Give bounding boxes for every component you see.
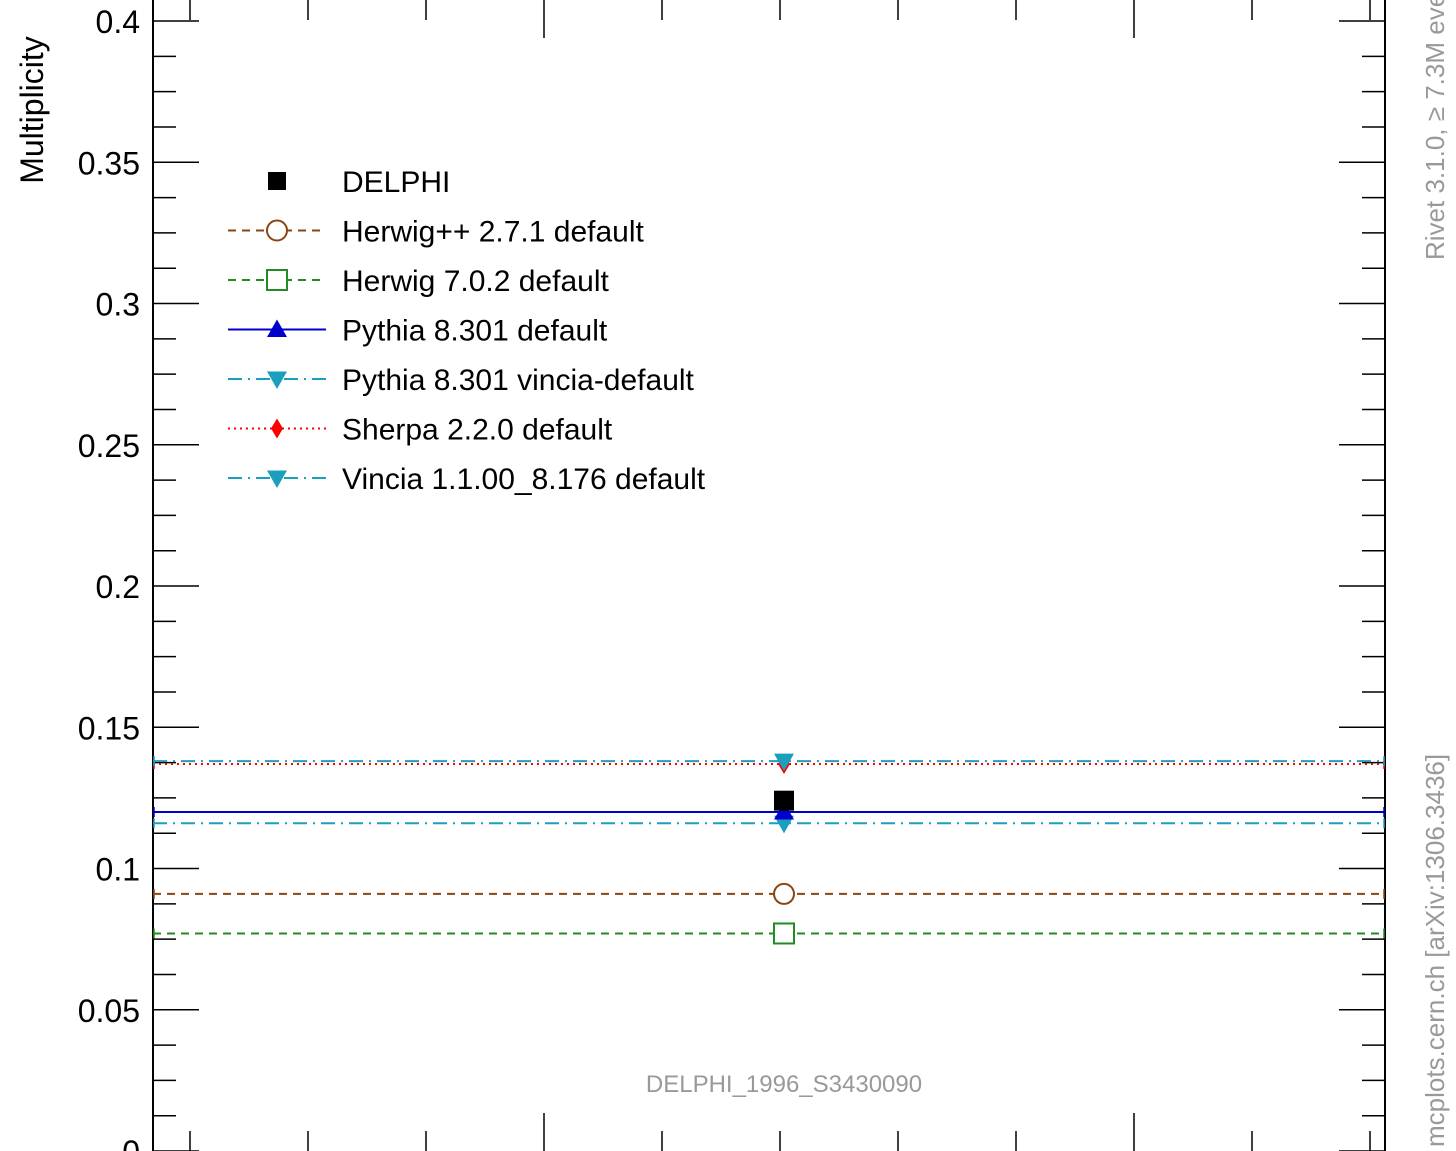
legend-item-pythia-8-301-default: Pythia 8.301 default xyxy=(228,315,608,348)
y-tick-label: 0.25 xyxy=(78,428,140,464)
legend-label: DELPHI xyxy=(342,166,450,199)
y-tick-label: 0.1 xyxy=(96,852,140,888)
legend-label: Vincia 1.1.00_8.176 default xyxy=(342,463,706,496)
analysis-id-annotation: DELPHI_1996_S3430090 xyxy=(646,1071,922,1098)
marker-pythia-8-301-vincia-default xyxy=(774,815,794,834)
y-tick-label: 0.4 xyxy=(96,4,140,40)
y-tick-labels: 0 0.05 0.1 0.15 0.2 0.25 0.3 0.35 0.4 xyxy=(78,4,140,1151)
y-tick-label: 0.05 xyxy=(78,993,140,1029)
marker-vincia-1-1-00-8-176-default xyxy=(774,753,794,772)
marker-herwig-7-0-2-default xyxy=(773,922,795,945)
legend-label: Pythia 8.301 vincia-default xyxy=(342,364,695,397)
legend-marker xyxy=(271,418,283,439)
marker-herwig-2-7-1-default xyxy=(773,882,795,905)
axis-ticks xyxy=(153,0,1385,1151)
legend: DELPHI Herwig++ 2.7.1 default Herwig 7.0.2… xyxy=(228,166,706,496)
series-lines xyxy=(153,756,1385,939)
y-axis-label: Multiplicity xyxy=(14,36,50,184)
plot-frame xyxy=(152,0,1386,1151)
legend-marker xyxy=(267,319,287,337)
y-tick-label: 0.35 xyxy=(78,145,140,181)
legend-item-vincia-1-1-00-8-176-default: Vincia 1.1.00_8.176 default xyxy=(228,463,706,496)
legend-label: Herwig++ 2.7.1 default xyxy=(342,216,645,249)
series-markers xyxy=(773,753,795,945)
y-tick-label: 0.3 xyxy=(96,287,140,323)
legend-label: Sherpa 2.2.0 default xyxy=(342,414,613,447)
marker-pythia-8-301-default xyxy=(774,802,794,820)
legend-label: Pythia 8.301 default xyxy=(342,315,608,348)
legend-marker xyxy=(266,269,288,291)
y-tick-label: 0 xyxy=(122,1134,140,1151)
y-tick-label: 0.15 xyxy=(78,710,140,746)
legend-marker xyxy=(268,172,286,190)
legend-marker xyxy=(266,219,288,242)
legend-label: Herwig 7.0.2 default xyxy=(342,265,609,298)
legend-marker xyxy=(267,470,287,488)
legend-item-herwig-2-7-1-default: Herwig++ 2.7.1 default xyxy=(228,216,645,249)
marker-delphi xyxy=(774,790,794,811)
legend-marker xyxy=(267,371,287,389)
legend-item-pythia-8-301-vincia-default: Pythia 8.301 vincia-default xyxy=(228,364,695,397)
rivet-version-label: Rivet 3.1.0, ≥ 7.3M events xyxy=(1420,0,1450,260)
mcplots-reference-label: mcplots.cern.ch [arXiv:1306.3436] xyxy=(1420,754,1450,1147)
legend-item-delphi: DELPHI xyxy=(268,166,450,199)
legend-item-sherpa-2-2-0-default: Sherpa 2.2.0 default xyxy=(228,414,613,447)
legend-item-herwig-7-0-2-default: Herwig 7.0.2 default xyxy=(228,265,609,298)
y-tick-label: 0.2 xyxy=(96,569,140,605)
